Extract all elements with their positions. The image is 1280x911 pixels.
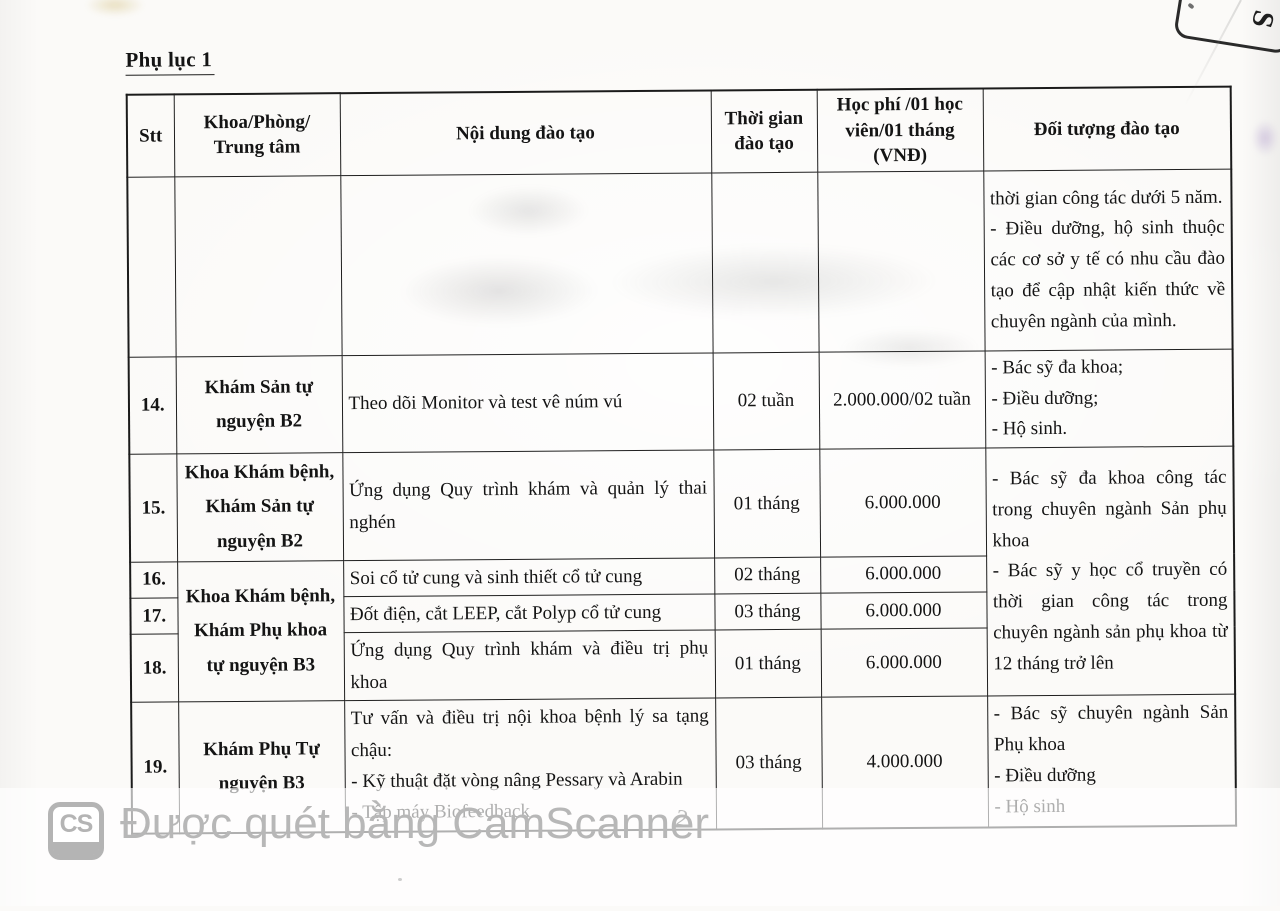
camscanner-logo-icon: CS — [48, 802, 104, 860]
table-row-14: 14. Khám Sản tự nguyện B2 Theo dõi Monit… — [128, 349, 1234, 455]
table-header-row: Stt Khoa/Phòng/ Trung tâm Nội dung đào t… — [126, 86, 1232, 178]
cell-duration: 02 tháng — [714, 556, 821, 595]
cell-duration: 01 tháng — [713, 449, 821, 558]
cell-duration-empty — [711, 172, 819, 353]
cell-department-merged-16-18: Khoa Khám bệnh, Khám Phụ khoa tự nguyện … — [177, 560, 345, 703]
cell-stt-empty — [127, 176, 176, 358]
cell-fee: 6.000.000 — [819, 448, 987, 557]
training-fee-table: Stt Khoa/Phòng/ Trung tâm Nội dung đào t… — [125, 85, 1238, 835]
cell-target-merged-15-18: - Bác sỹ đa khoa công tác trong chuyên n… — [985, 446, 1236, 697]
cell-content: Soi cổ tử cung và sinh thiết cổ tử cung — [343, 557, 715, 597]
cell-target: - Bác sỹ đa khoa; - Điều dưỡng; - Hộ sin… — [984, 349, 1234, 449]
cell-fee-empty — [817, 170, 985, 353]
cell-stt: 17. — [130, 598, 178, 635]
header-target: Đối tượng đào tạo — [982, 86, 1232, 171]
cell-content-empty — [340, 172, 713, 356]
cell-fee: 2.000.000/02 tuần — [818, 350, 986, 450]
cell-stt: 18. — [130, 634, 179, 703]
cell-fee: 6.000.000 — [820, 555, 987, 594]
cell-stt: 14. — [128, 356, 177, 455]
cell-department: Khoa Khám bệnh, Khám Sản tự nguyện B2 — [176, 452, 344, 562]
cell-duration: 03 tháng — [714, 593, 821, 631]
cell-department: Khám Sản tự nguyện B2 — [175, 355, 343, 455]
cell-duration: 02 tuần — [712, 352, 820, 451]
cell-dept-empty — [174, 175, 342, 357]
cell-fee: 6.000.000 — [820, 592, 987, 630]
header-content: Nội dung đào tạo — [339, 90, 712, 176]
cell-stt: 16. — [130, 561, 178, 599]
header-department: Khoa/Phòng/ Trung tâm — [173, 93, 341, 177]
cell-content: Theo dõi Monitor và test vê núm vú — [341, 352, 714, 453]
table-row-carryover: thời gian công tác dưới 5 năm. - Điều dư… — [127, 169, 1233, 358]
cell-duration: 01 tháng — [714, 629, 822, 699]
header-duration: Thời gian đào tạo — [710, 89, 818, 173]
table-row-15: 15. Khoa Khám bệnh, Khám Sản tự nguyện B… — [129, 446, 1236, 697]
camscanner-watermark-text: Được quét bằng CamScanner — [120, 799, 710, 848]
cell-content: Đốt điện, cắt LEEP, cắt Polyp cổ tử cung — [343, 594, 715, 634]
header-fee: Học phí /01 học viên/01 tháng (VNĐ) — [816, 88, 984, 173]
cell-target-carryover: thời gian công tác dưới 5 năm. - Điều dư… — [983, 169, 1233, 351]
page-title: Phụ lục 1 — [125, 47, 215, 76]
cell-fee: 6.000.000 — [820, 628, 988, 698]
cell-stt: 15. — [129, 454, 178, 563]
cell-content: Ứng dụng Quy trình khám và điều trị phụ … — [343, 630, 716, 701]
cell-content: Ứng dụng Quy trình khám và quản lý thai … — [342, 450, 715, 561]
camscanner-watermark: CS Được quét bằng CamScanner — [0, 788, 1280, 906]
header-stt: Stt — [126, 94, 175, 178]
